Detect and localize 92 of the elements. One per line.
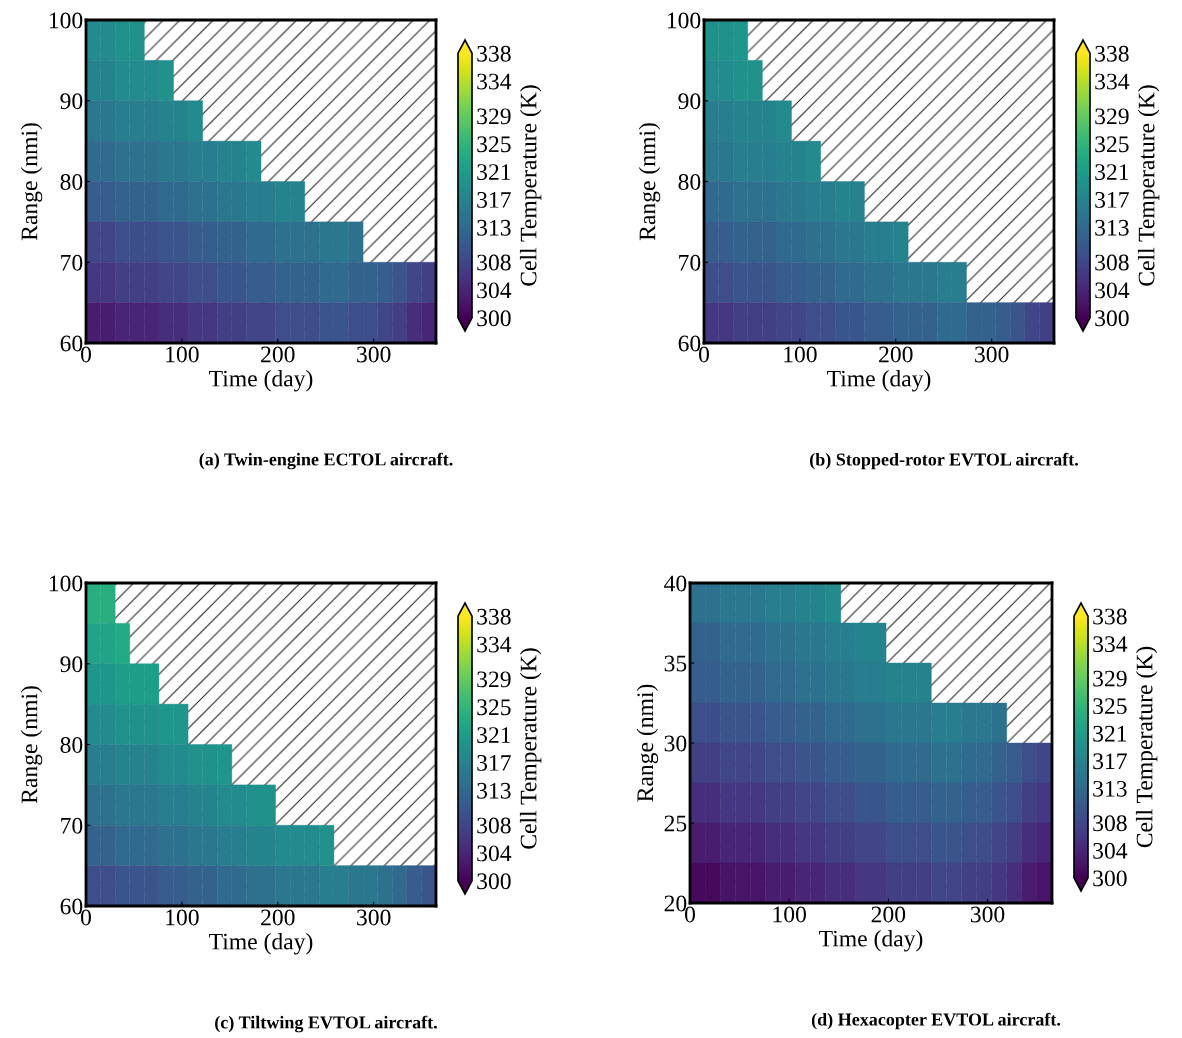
color-bar-label: 313 — [477, 219, 511, 236]
color-bar-label: 325 — [477, 699, 511, 716]
color-bar-title: Cell Temperature (K) — [1137, 85, 1160, 286]
y-axis-title: Range (nmi) — [20, 123, 43, 241]
x-axis-title: Time (day) — [209, 369, 313, 392]
y-tick-label: 80 — [678, 173, 701, 190]
x-axis-title: Time (day) — [209, 932, 313, 955]
text: (d) Hexacopter EVTOL aircraft. — [811, 1012, 1061, 1030]
color-bar-label: 308 — [1095, 254, 1129, 271]
x-tick-label: 0 — [685, 906, 695, 923]
x-tick-label: 300 — [357, 909, 391, 926]
y-axis-title: Range (nmi) — [636, 684, 659, 802]
color-bar-label: 338 — [477, 608, 511, 625]
color-bar-label: 317 — [1095, 191, 1129, 208]
color-bar-label: 321 — [1093, 725, 1127, 742]
x-tick-label: 0 — [81, 346, 91, 363]
color-bar-label: 329 — [1095, 108, 1129, 125]
text: (b) Stopped-rotor EVTOL aircraft. — [810, 452, 1078, 470]
y-tick-label: 90 — [678, 93, 701, 110]
color-bar-label: 329 — [477, 671, 511, 688]
x-tick-label: 100 — [166, 909, 199, 926]
y-tick-label: 35 — [664, 655, 687, 672]
x-axis-title: Time (day) — [819, 929, 923, 952]
color-bar-label: 304 — [1093, 842, 1128, 859]
y-tick-label: 60 — [60, 898, 83, 915]
x-tick-label: 200 — [261, 909, 295, 926]
y-tick-label: 80 — [60, 173, 83, 190]
color-bar-label: 313 — [1093, 780, 1127, 797]
color-bar-label: 334 — [477, 636, 512, 653]
color-bar-label: 338 — [477, 45, 511, 62]
color-bar-label: 317 — [477, 191, 511, 208]
x-tick-label: 200 — [879, 346, 913, 363]
y-tick-label: 70 — [679, 254, 701, 271]
y-tick-label: 30 — [664, 735, 687, 752]
text: (a) Twin-engine ECTOL aircraft. — [199, 452, 453, 470]
y-tick-label: 70 — [61, 254, 83, 271]
color-bar-label: 308 — [477, 254, 511, 271]
y-tick-label: 90 — [60, 656, 83, 673]
color-bar-label: 304 — [477, 845, 512, 862]
y-axis-title: Range (nmi) — [638, 123, 661, 241]
color-bar-label: 317 — [1093, 753, 1127, 770]
x-tick-label: 300 — [975, 346, 1009, 363]
color-bar-label: 321 — [477, 727, 511, 743]
y-tick-label: 20 — [664, 895, 687, 912]
x-tick-label: 0 — [699, 346, 709, 363]
color-bar-label: 334 — [477, 73, 512, 90]
x-tick-label: 300 — [357, 346, 391, 363]
color-bar-label: 317 — [477, 754, 511, 771]
x-tick-label: 200 — [871, 906, 906, 923]
color-bar-label: 308 — [477, 817, 511, 834]
x-tick-label: 0 — [81, 909, 91, 926]
color-bar-label: 325 — [1093, 698, 1127, 715]
color-bar-label: 300 — [477, 310, 511, 327]
y-tick-label: 100 — [49, 12, 83, 29]
color-bar-label: 329 — [477, 108, 511, 125]
color-bar-label: 308 — [1093, 815, 1127, 832]
color-bar-label: 321 — [477, 164, 511, 180]
x-tick-label: 300 — [970, 906, 1005, 923]
color-bar-label: 338 — [1095, 45, 1129, 62]
color-bar-label: 325 — [1095, 136, 1129, 153]
color-bar-label: 313 — [1095, 219, 1129, 236]
color-bar-label: 338 — [1093, 608, 1127, 625]
y-tick-label: 60 — [678, 335, 701, 352]
color-bar-label: 304 — [477, 282, 512, 299]
color-bar-label: 313 — [477, 782, 511, 799]
y-tick-label: 100 — [667, 12, 701, 29]
color-bar-label: 334 — [1093, 636, 1128, 653]
color-bar-title: Cell Temperature (K) — [1135, 646, 1158, 848]
y-tick-label: 100 — [49, 575, 83, 592]
x-axis-title: Time (day) — [827, 369, 931, 392]
color-bar-label: 334 — [1095, 73, 1130, 90]
y-axis-title: Range (nmi) — [20, 686, 43, 804]
x-tick-label: 100 — [166, 346, 199, 363]
x-tick-label: 200 — [261, 346, 295, 363]
color-bar-title: Cell Temperature (K) — [519, 85, 542, 286]
color-bar-title: Cell Temperature (K) — [519, 648, 542, 849]
x-tick-label: 100 — [784, 346, 817, 363]
color-bar-label: 300 — [1095, 310, 1129, 327]
text: (c) Tiltwing EVTOL aircraft. — [215, 1015, 437, 1033]
y-tick-label: 60 — [60, 335, 83, 352]
x-tick-label: 100 — [773, 906, 806, 923]
color-bar-label: 321 — [1095, 164, 1129, 180]
y-tick-label: 80 — [60, 736, 83, 753]
y-tick-label: 90 — [60, 93, 83, 110]
color-bar-label: 300 — [1093, 870, 1127, 887]
color-bar-label: 300 — [477, 873, 511, 890]
y-tick-label: 40 — [664, 575, 687, 592]
y-tick-label: 70 — [61, 817, 83, 834]
color-bar-label: 325 — [477, 136, 511, 153]
color-bar-label: 304 — [1095, 282, 1130, 299]
y-tick-label: 25 — [664, 815, 687, 832]
color-bar-label: 329 — [1093, 670, 1127, 687]
